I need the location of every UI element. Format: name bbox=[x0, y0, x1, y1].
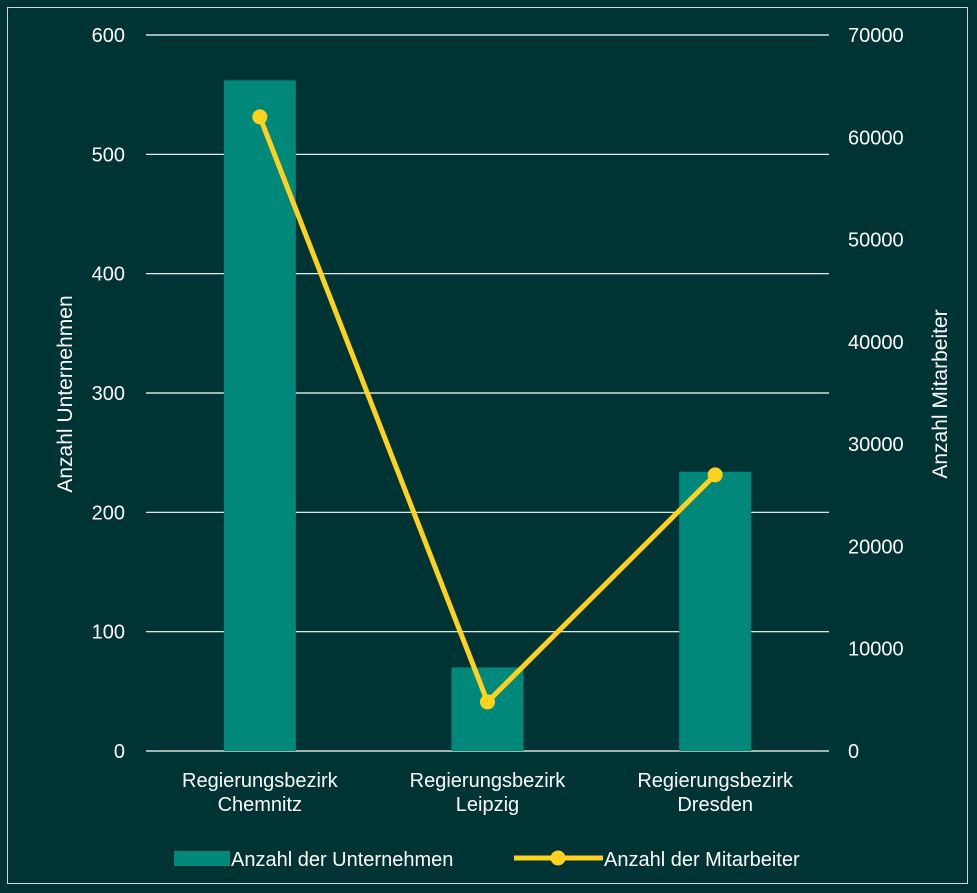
series-line bbox=[257, 115, 717, 705]
left-axis-ticks: 0 100 200 300 400 500 600 bbox=[92, 25, 125, 763]
right-tick-label: 20000 bbox=[848, 536, 904, 558]
right-tick-label: 50000 bbox=[848, 230, 904, 252]
bar-series bbox=[223, 80, 752, 751]
x-tick-label: Regierungsbezirk Dresden bbox=[637, 770, 794, 816]
right-tick-label: 40000 bbox=[848, 332, 904, 354]
legend-label-bar: Anzahl der Unternehmen bbox=[231, 849, 453, 871]
right-axis-label: Anzahl Mitarbeiter bbox=[929, 309, 952, 478]
legend-label-line: Anzahl der Mitarbeiter bbox=[604, 849, 800, 871]
right-tick-label: 30000 bbox=[848, 434, 904, 456]
legend-swatch-point bbox=[550, 850, 566, 866]
left-tick-label: 200 bbox=[92, 502, 125, 524]
left-tick-label: 400 bbox=[92, 264, 125, 286]
left-tick-label: 300 bbox=[92, 383, 125, 405]
legend: Anzahl der Unternehmen Anzahl der Mitarbe… bbox=[174, 849, 800, 871]
right-tick-label: 70000 bbox=[848, 25, 904, 47]
right-axis-ticks: 0 10000 20000 30000 40000 50000 60000 70000 bbox=[848, 25, 904, 763]
right-tick-label: 60000 bbox=[848, 127, 904, 149]
x-tick-label: Regierungsbezirk Leipzig bbox=[410, 770, 567, 816]
legend-swatch-bar bbox=[174, 851, 230, 866]
bar bbox=[679, 471, 752, 751]
x-axis-ticks: Regierungsbezirk Chemnitz Regierungsbezirk… bbox=[182, 770, 794, 816]
x-tick-label: Regierungsbezirk Chemnitz bbox=[182, 770, 339, 816]
left-tick-label: 0 bbox=[114, 741, 125, 763]
right-tick-label: 0 bbox=[848, 741, 859, 763]
chart-frame bbox=[7, 7, 968, 884]
bar bbox=[223, 80, 296, 751]
left-axis-label: Anzahl Unternehmen bbox=[54, 295, 77, 492]
right-tick-label: 10000 bbox=[848, 639, 904, 661]
left-tick-label: 100 bbox=[92, 622, 125, 644]
left-tick-label: 500 bbox=[92, 144, 125, 166]
line-point bbox=[480, 694, 495, 710]
line-series bbox=[252, 109, 723, 710]
line-point bbox=[252, 109, 268, 125]
left-tick-label: 600 bbox=[92, 25, 125, 47]
line-point bbox=[707, 467, 723, 483]
